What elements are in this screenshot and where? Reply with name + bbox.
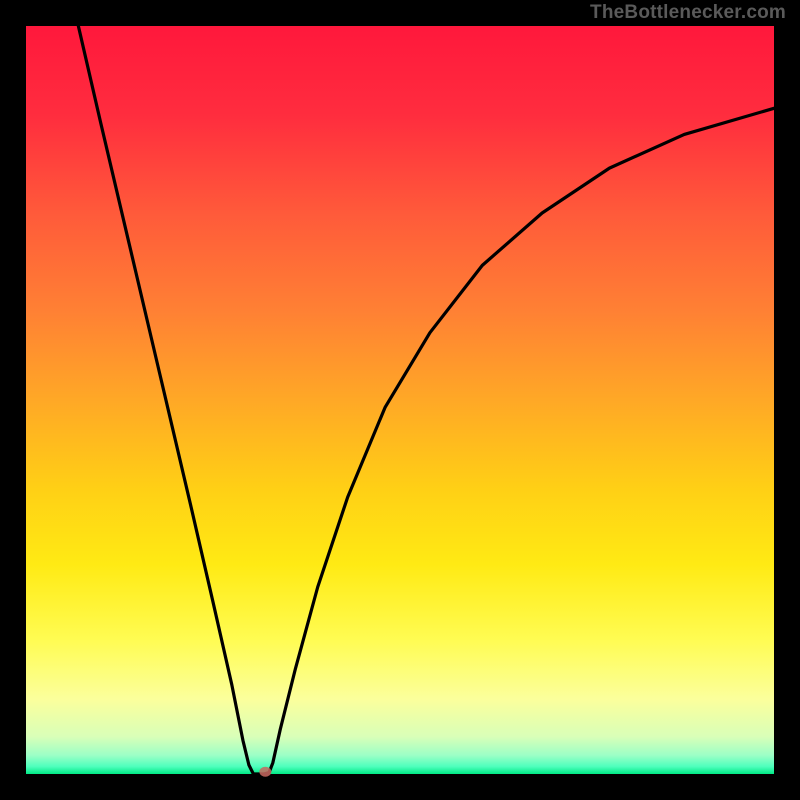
watermark-text: TheBottlenecker.com [590, 2, 786, 24]
chart-frame: TheBottlenecker.com [0, 0, 800, 800]
chart-svg [0, 0, 800, 800]
minimum-marker [259, 767, 271, 777]
chart-background [26, 26, 774, 774]
